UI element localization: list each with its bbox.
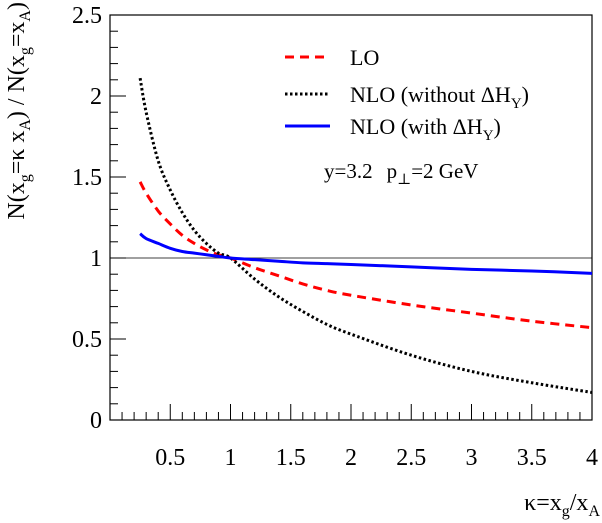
plot-frame	[109, 14, 593, 421]
legend-label-lo: LO	[350, 45, 379, 70]
y-tick-label: 2.5	[72, 3, 102, 29]
x-tick-label: 2.5	[396, 445, 426, 471]
series-layer	[138, 77, 593, 394]
kinematics-annotation: y=3.2 p⊥=2 GeV	[324, 159, 478, 188]
x-tick-label: 0.5	[155, 445, 185, 471]
x-axis-title: κ=xg/xA	[524, 490, 600, 520]
x-tick-label: 3.5	[517, 445, 547, 471]
x-tick-label: 3	[466, 445, 478, 471]
x-tick-label: 4	[586, 445, 598, 471]
y-tick-label: 0	[90, 408, 102, 434]
y-tick-label: 2	[90, 84, 102, 110]
series-line-lo	[138, 181, 593, 330]
x-tick-label: 2	[345, 445, 357, 471]
y-tick-label: 1	[90, 246, 102, 272]
plot-frame-rect	[109, 14, 593, 421]
axis-tick-labels: 0.5 1 1.5 2 2.5 3 3.5 4 0 0.5 1 1.5 2 2.5	[72, 3, 598, 471]
legend-label-nlo-with: NLO (with ΔHY)	[350, 114, 501, 144]
axis-ticks	[110, 14, 593, 420]
y-tick-label: 0.5	[72, 327, 102, 353]
y-tick-label: 1.5	[72, 165, 102, 191]
series-line-nlo-with	[139, 232, 593, 275]
legend: LO NLO (without ΔHY) NLO (with ΔHY)	[285, 45, 529, 144]
legend-label-nlo-without: NLO (without ΔHY)	[350, 82, 529, 112]
x-tick-label: 1.5	[276, 445, 306, 471]
x-tick-label: 1	[225, 445, 237, 471]
series-line-nlo-without	[138, 77, 593, 394]
y-axis-title: N(xg=κ xA) / N(xg=xA)	[4, 2, 34, 220]
